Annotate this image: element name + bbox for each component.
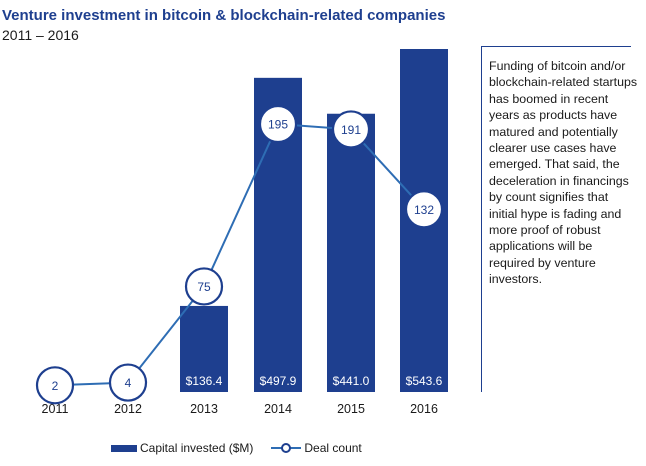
deal-count-label-2013: 75 [197,280,211,294]
deal-count-label-2014: 195 [268,118,288,132]
x-axis-tick-labels: 2011 2012 2013 2014 2015 2016 [42,402,438,416]
bar-2013 [180,305,228,392]
x-tick-label-2012: 2012 [114,402,142,416]
bar-value-label-2016: $543.6 [406,374,443,388]
deal-count-markers: 2 4 75 195 191 132 [35,104,444,405]
bar-2015 [327,113,375,393]
bar-value-label-2015: $441.0 [333,374,370,388]
x-tick-label-2016: 2016 [410,402,438,416]
deal-count-marker-2014 [258,104,298,144]
deal-count-marker-2012 [108,363,148,402]
x-tick-label-2011: 2011 [42,402,69,416]
chart-legend: Capital invested ($M) Deal count [111,438,362,458]
deal-count-label-2016: 132 [414,203,434,217]
deal-count-label-2011: 2 [52,379,59,393]
x-tick-label-2013: 2013 [190,402,218,416]
chart-title: Venture investment in bitcoin & blockcha… [2,7,446,24]
legend-bar-swatch [111,444,137,452]
deal-count-label-2012: 4 [125,376,132,390]
x-tick-label-2014: 2014 [264,402,292,416]
deal-count-marker-2011 [35,366,75,405]
bar-value-label-2013: $136.4 [186,374,223,388]
chart-subtitle: 2011 – 2016 [2,27,79,43]
bar-group [180,49,448,393]
legend-line-swatch [271,443,302,453]
note-text: Funding of bitcoin and/or blockchain-rel… [489,59,638,287]
deal-count-marker-2016 [404,190,444,229]
deal-count-marker-2015 [331,110,371,149]
deal-count-label-2015: 191 [341,123,361,137]
x-tick-label-2015: 2015 [337,402,365,416]
bar-value-label-2014: $497.9 [260,374,297,388]
bar-value-labels: $136.4 $497.9 $441.0 $543.6 [186,374,443,388]
legend-bar-label: Capital invested ($M) [140,441,254,455]
deal-count-marker-2013 [184,267,224,306]
legend-line-label: Deal count [304,441,362,455]
note-box [481,46,631,392]
bar-line-chart: $136.4 $497.9 $441.0 $543.6 2011 2012 2013 201… [35,49,448,416]
